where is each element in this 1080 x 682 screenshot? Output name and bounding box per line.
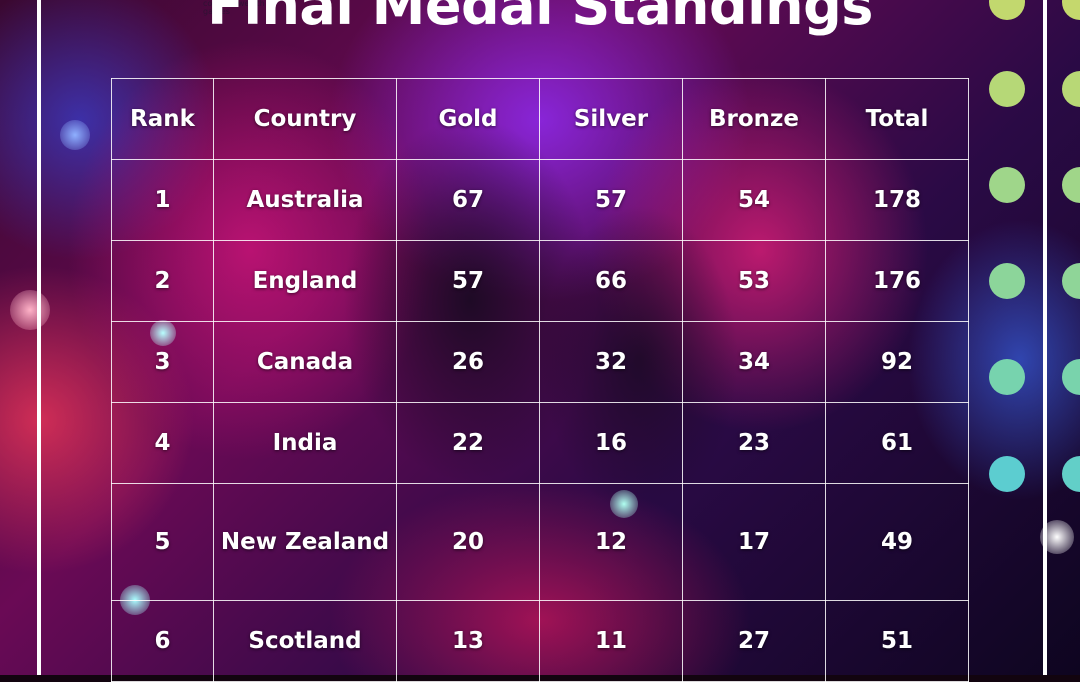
cell-silver: 16 xyxy=(539,402,683,484)
header-rank: Rank xyxy=(111,78,214,160)
light-sparkle xyxy=(60,120,90,150)
cell-silver: 11 xyxy=(539,600,683,682)
cell-total: 176 xyxy=(825,240,969,322)
cell-country: India xyxy=(213,402,397,484)
table-row: 4 India 22 16 23 61 xyxy=(111,402,969,484)
cell-rank: 4 xyxy=(111,402,214,484)
cell-bronze: 34 xyxy=(682,321,826,403)
decor-dot xyxy=(1062,71,1080,107)
decor-dot xyxy=(1062,359,1080,395)
cell-rank: 2 xyxy=(111,240,214,322)
header-silver: Silver xyxy=(539,78,683,160)
header-country: Country xyxy=(213,78,397,160)
cell-gold: 57 xyxy=(396,240,540,322)
decor-dot xyxy=(989,359,1025,395)
cell-country: Scotland xyxy=(213,600,397,682)
cell-country: New Zealand xyxy=(213,483,397,601)
header-gold: Gold xyxy=(396,78,540,160)
cell-silver: 57 xyxy=(539,159,683,241)
table-header-row: Rank Country Gold Silver Bronze Total xyxy=(111,78,969,160)
decor-dot xyxy=(989,456,1025,492)
table-row: 1 Australia 67 57 54 178 xyxy=(111,159,969,241)
cell-silver: 66 xyxy=(539,240,683,322)
cell-total: 49 xyxy=(825,483,969,601)
cell-bronze: 54 xyxy=(682,159,826,241)
cell-rank: 5 xyxy=(111,483,214,601)
cell-gold: 20 xyxy=(396,483,540,601)
cell-rank: 1 xyxy=(111,159,214,241)
cell-gold: 26 xyxy=(396,321,540,403)
decor-dot xyxy=(989,263,1025,299)
cell-bronze: 23 xyxy=(682,402,826,484)
cell-bronze: 27 xyxy=(682,600,826,682)
light-sparkle xyxy=(10,290,50,330)
header-bronze: Bronze xyxy=(682,78,826,160)
cell-country: Canada xyxy=(213,321,397,403)
cell-bronze: 17 xyxy=(682,483,826,601)
table-row: 3 Canada 26 32 34 92 xyxy=(111,321,969,403)
logo-text: commonwealth games xyxy=(203,0,265,16)
cell-total: 178 xyxy=(825,159,969,241)
frame-line-left xyxy=(37,0,41,675)
cell-silver: 32 xyxy=(539,321,683,403)
page-title: Final Medal Standings xyxy=(207,0,873,37)
decor-dot xyxy=(1062,456,1080,492)
table-row: 5 New Zealand 20 12 17 49 xyxy=(111,483,969,601)
cell-country: Australia xyxy=(213,159,397,241)
decor-dot xyxy=(989,0,1025,20)
cell-bronze: 53 xyxy=(682,240,826,322)
cell-gold: 22 xyxy=(396,402,540,484)
cell-total: 92 xyxy=(825,321,969,403)
cell-gold: 13 xyxy=(396,600,540,682)
cell-rank: 3 xyxy=(111,321,214,403)
frame-line-right xyxy=(1043,0,1047,675)
table-row: 2 England 57 66 53 176 xyxy=(111,240,969,322)
decor-dot xyxy=(989,167,1025,203)
header-total: Total xyxy=(825,78,969,160)
decor-dot xyxy=(989,71,1025,107)
cell-rank: 6 xyxy=(111,600,214,682)
decor-dot xyxy=(1062,167,1080,203)
decor-dot xyxy=(1062,263,1080,299)
cell-country: England xyxy=(213,240,397,322)
cell-silver: 12 xyxy=(539,483,683,601)
table-row: 6 Scotland 13 11 27 51 xyxy=(111,600,969,682)
medal-table: Rank Country Gold Silver Bronze Total 1 … xyxy=(111,78,969,682)
cell-total: 51 xyxy=(825,600,969,682)
cell-total: 61 xyxy=(825,402,969,484)
cell-gold: 67 xyxy=(396,159,540,241)
